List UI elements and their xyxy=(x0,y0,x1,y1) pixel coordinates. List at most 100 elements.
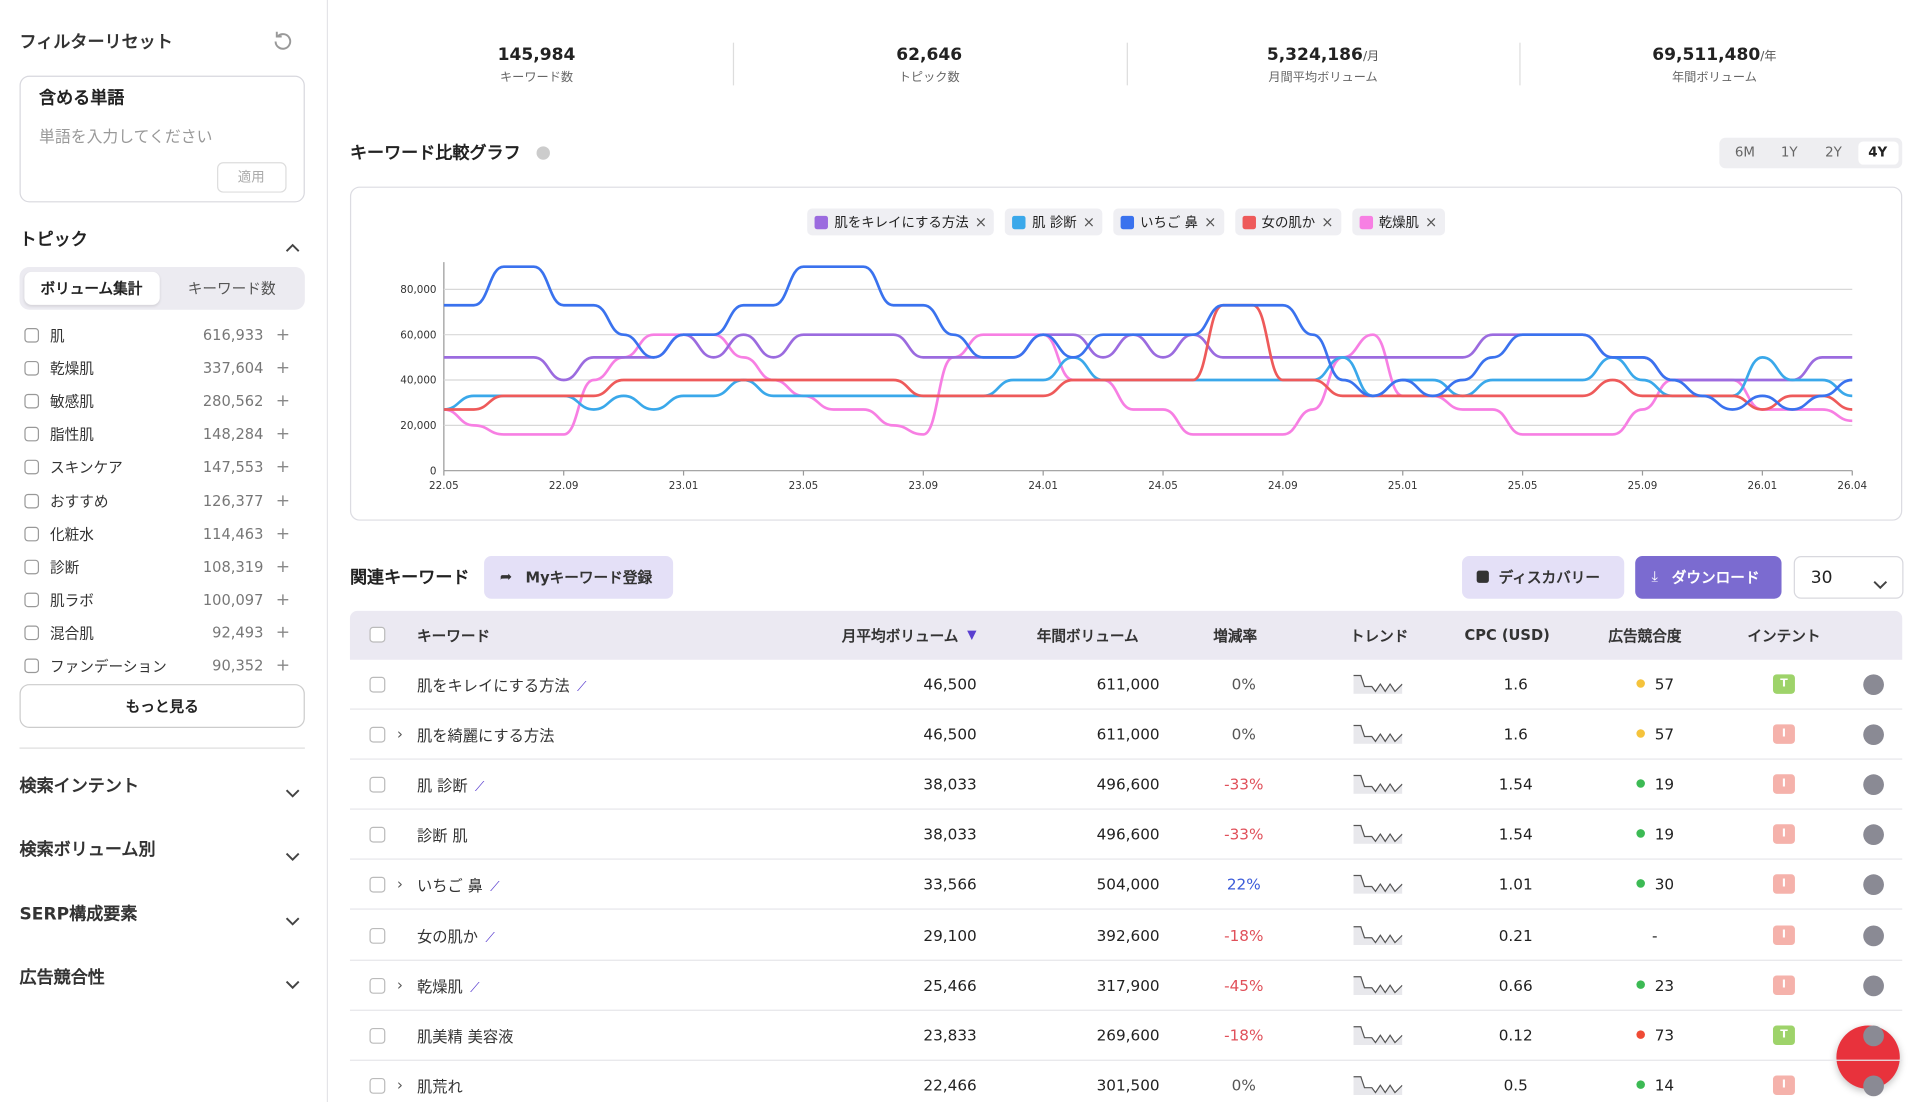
row-menu[interactable] xyxy=(1863,674,1884,696)
period-button[interactable]: 6M xyxy=(1734,144,1756,161)
checkbox[interactable] xyxy=(24,559,40,574)
legend-remove[interactable]: × xyxy=(1425,213,1438,231)
period-button[interactable]: 2Y xyxy=(1825,144,1842,161)
my-keyword-button[interactable] xyxy=(484,556,674,599)
chart-icon[interactable]: ⟋ xyxy=(576,678,587,695)
row-menu[interactable] xyxy=(1863,724,1884,746)
more-button[interactable] xyxy=(19,684,305,728)
my-keyword-label[interactable]: Myキーワード登録 xyxy=(525,568,653,586)
expand-icon[interactable]: › xyxy=(397,976,403,994)
checkbox[interactable] xyxy=(24,394,40,409)
row-checkbox[interactable] xyxy=(369,827,386,843)
legend-chip[interactable]: 乾燥肌 × xyxy=(1351,208,1445,236)
row-checkbox[interactable] xyxy=(369,1027,386,1044)
checkbox[interactable] xyxy=(24,625,40,641)
row-checkbox[interactable] xyxy=(369,877,386,894)
keyword[interactable]: 肌美精 美容液 xyxy=(417,1026,514,1046)
keyword[interactable]: 肌荒れ xyxy=(417,1077,463,1096)
header-checkbox[interactable] xyxy=(369,626,386,643)
add-icon[interactable]: + xyxy=(275,391,291,412)
period-button[interactable]: 4Y xyxy=(1868,144,1888,161)
column-header[interactable]: 月平均ボリューム xyxy=(841,627,959,645)
row-menu[interactable] xyxy=(1863,824,1884,846)
add-icon[interactable]: + xyxy=(275,457,291,478)
keyword[interactable]: 診断 肌 xyxy=(417,826,468,845)
column-header[interactable]: トレンド xyxy=(1349,627,1409,645)
add-icon[interactable]: + xyxy=(275,622,291,643)
column-header[interactable]: インテント xyxy=(1747,627,1821,645)
row-menu[interactable] xyxy=(1863,874,1884,896)
download-label[interactable]: ダウンロード xyxy=(1671,568,1760,586)
row-checkbox[interactable] xyxy=(369,977,386,994)
chart-icon[interactable]: ⟋ xyxy=(470,979,480,996)
keyword[interactable]: 女の肌か ⟋ xyxy=(417,926,495,946)
chart-icon[interactable]: ⟋ xyxy=(474,778,485,795)
add-icon[interactable]: + xyxy=(275,589,291,610)
download-button[interactable] xyxy=(1635,556,1782,599)
add-icon[interactable]: + xyxy=(275,358,291,379)
legend-chip[interactable]: 女の肌か × xyxy=(1234,208,1341,236)
filter-section[interactable]: 検索インテント xyxy=(19,776,140,797)
filter-section[interactable]: 広告競合性 xyxy=(19,968,105,988)
column-header[interactable]: 年間ボリューム xyxy=(1036,627,1139,645)
row-checkbox[interactable] xyxy=(369,927,386,944)
row-checkbox[interactable] xyxy=(369,776,386,793)
row-menu[interactable] xyxy=(1863,1075,1884,1096)
keyword[interactable]: いちご 鼻 ⟋ xyxy=(417,876,500,895)
apply-button[interactable] xyxy=(217,162,287,193)
row-menu[interactable] xyxy=(1863,774,1884,796)
add-icon[interactable]: + xyxy=(275,523,291,544)
add-icon[interactable]: + xyxy=(275,325,291,346)
add-icon[interactable]: + xyxy=(275,490,291,511)
period-active[interactable] xyxy=(1858,141,1899,165)
expand-icon[interactable]: › xyxy=(397,725,403,743)
row-checkbox[interactable] xyxy=(369,676,386,693)
chart-icon[interactable]: ⟋ xyxy=(490,879,500,895)
keyword[interactable]: 肌 診断 ⟋ xyxy=(417,776,485,795)
legend-remove[interactable]: × xyxy=(974,213,988,231)
legend-chip[interactable]: 肌 診断 × xyxy=(1005,208,1103,236)
column-header[interactable]: 広告競合度 xyxy=(1608,627,1682,645)
legend-remove[interactable]: × xyxy=(1082,213,1096,231)
chart-icon[interactable]: ⟋ xyxy=(485,929,495,946)
checkbox[interactable] xyxy=(24,328,40,343)
page-size-select[interactable] xyxy=(1793,556,1904,599)
legend-remove[interactable]: × xyxy=(1204,213,1217,231)
page-size[interactable]: 30 xyxy=(1810,568,1833,588)
row-checkbox[interactable] xyxy=(369,1077,386,1094)
add-icon[interactable]: + xyxy=(275,656,291,676)
tab[interactable]: ボリューム集計 xyxy=(40,279,143,297)
row-menu[interactable] xyxy=(1863,1025,1884,1046)
row-menu[interactable] xyxy=(1863,975,1884,996)
checkbox[interactable] xyxy=(24,592,40,608)
legend-chip[interactable]: いちご 鼻 × xyxy=(1113,208,1224,236)
checkbox[interactable] xyxy=(24,427,40,442)
apply-label[interactable]: 適用 xyxy=(237,169,265,186)
legend-remove[interactable]: × xyxy=(1321,213,1334,231)
tab[interactable]: キーワード数 xyxy=(187,279,276,297)
column-header[interactable]: CPC (USD) xyxy=(1464,626,1550,644)
row-checkbox[interactable] xyxy=(369,726,386,743)
expand-icon[interactable]: › xyxy=(397,875,403,894)
checkbox[interactable] xyxy=(24,361,40,376)
checkbox[interactable] xyxy=(24,526,40,541)
include-input[interactable]: 単語を入力してください xyxy=(39,128,213,147)
checkbox[interactable] xyxy=(24,493,40,508)
checkbox[interactable] xyxy=(24,460,40,475)
row-menu[interactable] xyxy=(1863,924,1884,946)
discovery-label[interactable]: ディスカバリー xyxy=(1498,568,1601,586)
filter-section[interactable]: SERP構成要素 xyxy=(19,904,138,925)
checkbox[interactable] xyxy=(24,658,40,674)
column-header[interactable]: キーワード xyxy=(417,627,491,645)
tab-active[interactable] xyxy=(24,271,160,305)
filter-section[interactable]: 検索ボリューム別 xyxy=(19,840,156,861)
discovery-button[interactable] xyxy=(1462,556,1625,599)
keyword[interactable]: 肌をキレイにする方法 ⟋ xyxy=(417,676,587,695)
more-label[interactable]: もっと見る xyxy=(125,698,199,716)
legend-chip[interactable]: 肌をキレイにする方法 × xyxy=(807,208,995,236)
keyword[interactable]: 乾燥肌 ⟋ xyxy=(417,976,480,996)
expand-icon[interactable]: › xyxy=(397,1076,403,1094)
add-icon[interactable]: + xyxy=(275,556,291,577)
reset-icon[interactable] xyxy=(271,29,295,53)
period-button[interactable]: 1Y xyxy=(1780,144,1798,161)
